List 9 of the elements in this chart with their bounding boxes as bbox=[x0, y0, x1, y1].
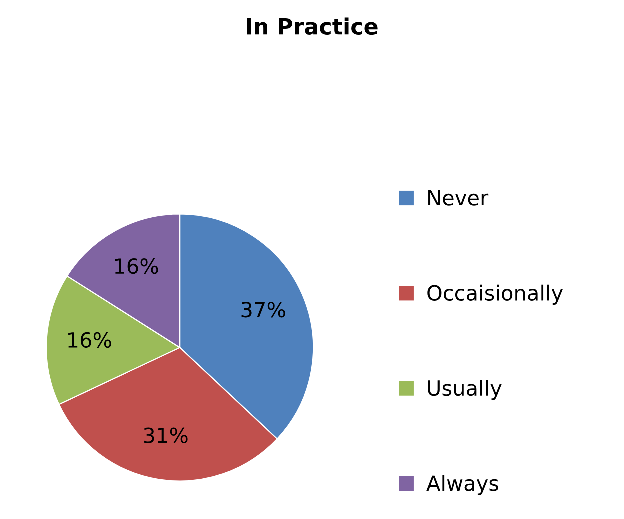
legend-label: Always bbox=[426, 475, 498, 496]
data-label: 31% bbox=[144, 428, 188, 444]
chart-title: In Practice bbox=[247, 18, 378, 35]
data-label: 37% bbox=[242, 302, 286, 318]
legend-label: Occaisionally bbox=[428, 284, 563, 306]
data-label: 16% bbox=[68, 332, 112, 348]
legend-label: Usually bbox=[428, 380, 502, 400]
legend-label: Never bbox=[428, 190, 489, 206]
data-label: 16% bbox=[115, 258, 158, 274]
